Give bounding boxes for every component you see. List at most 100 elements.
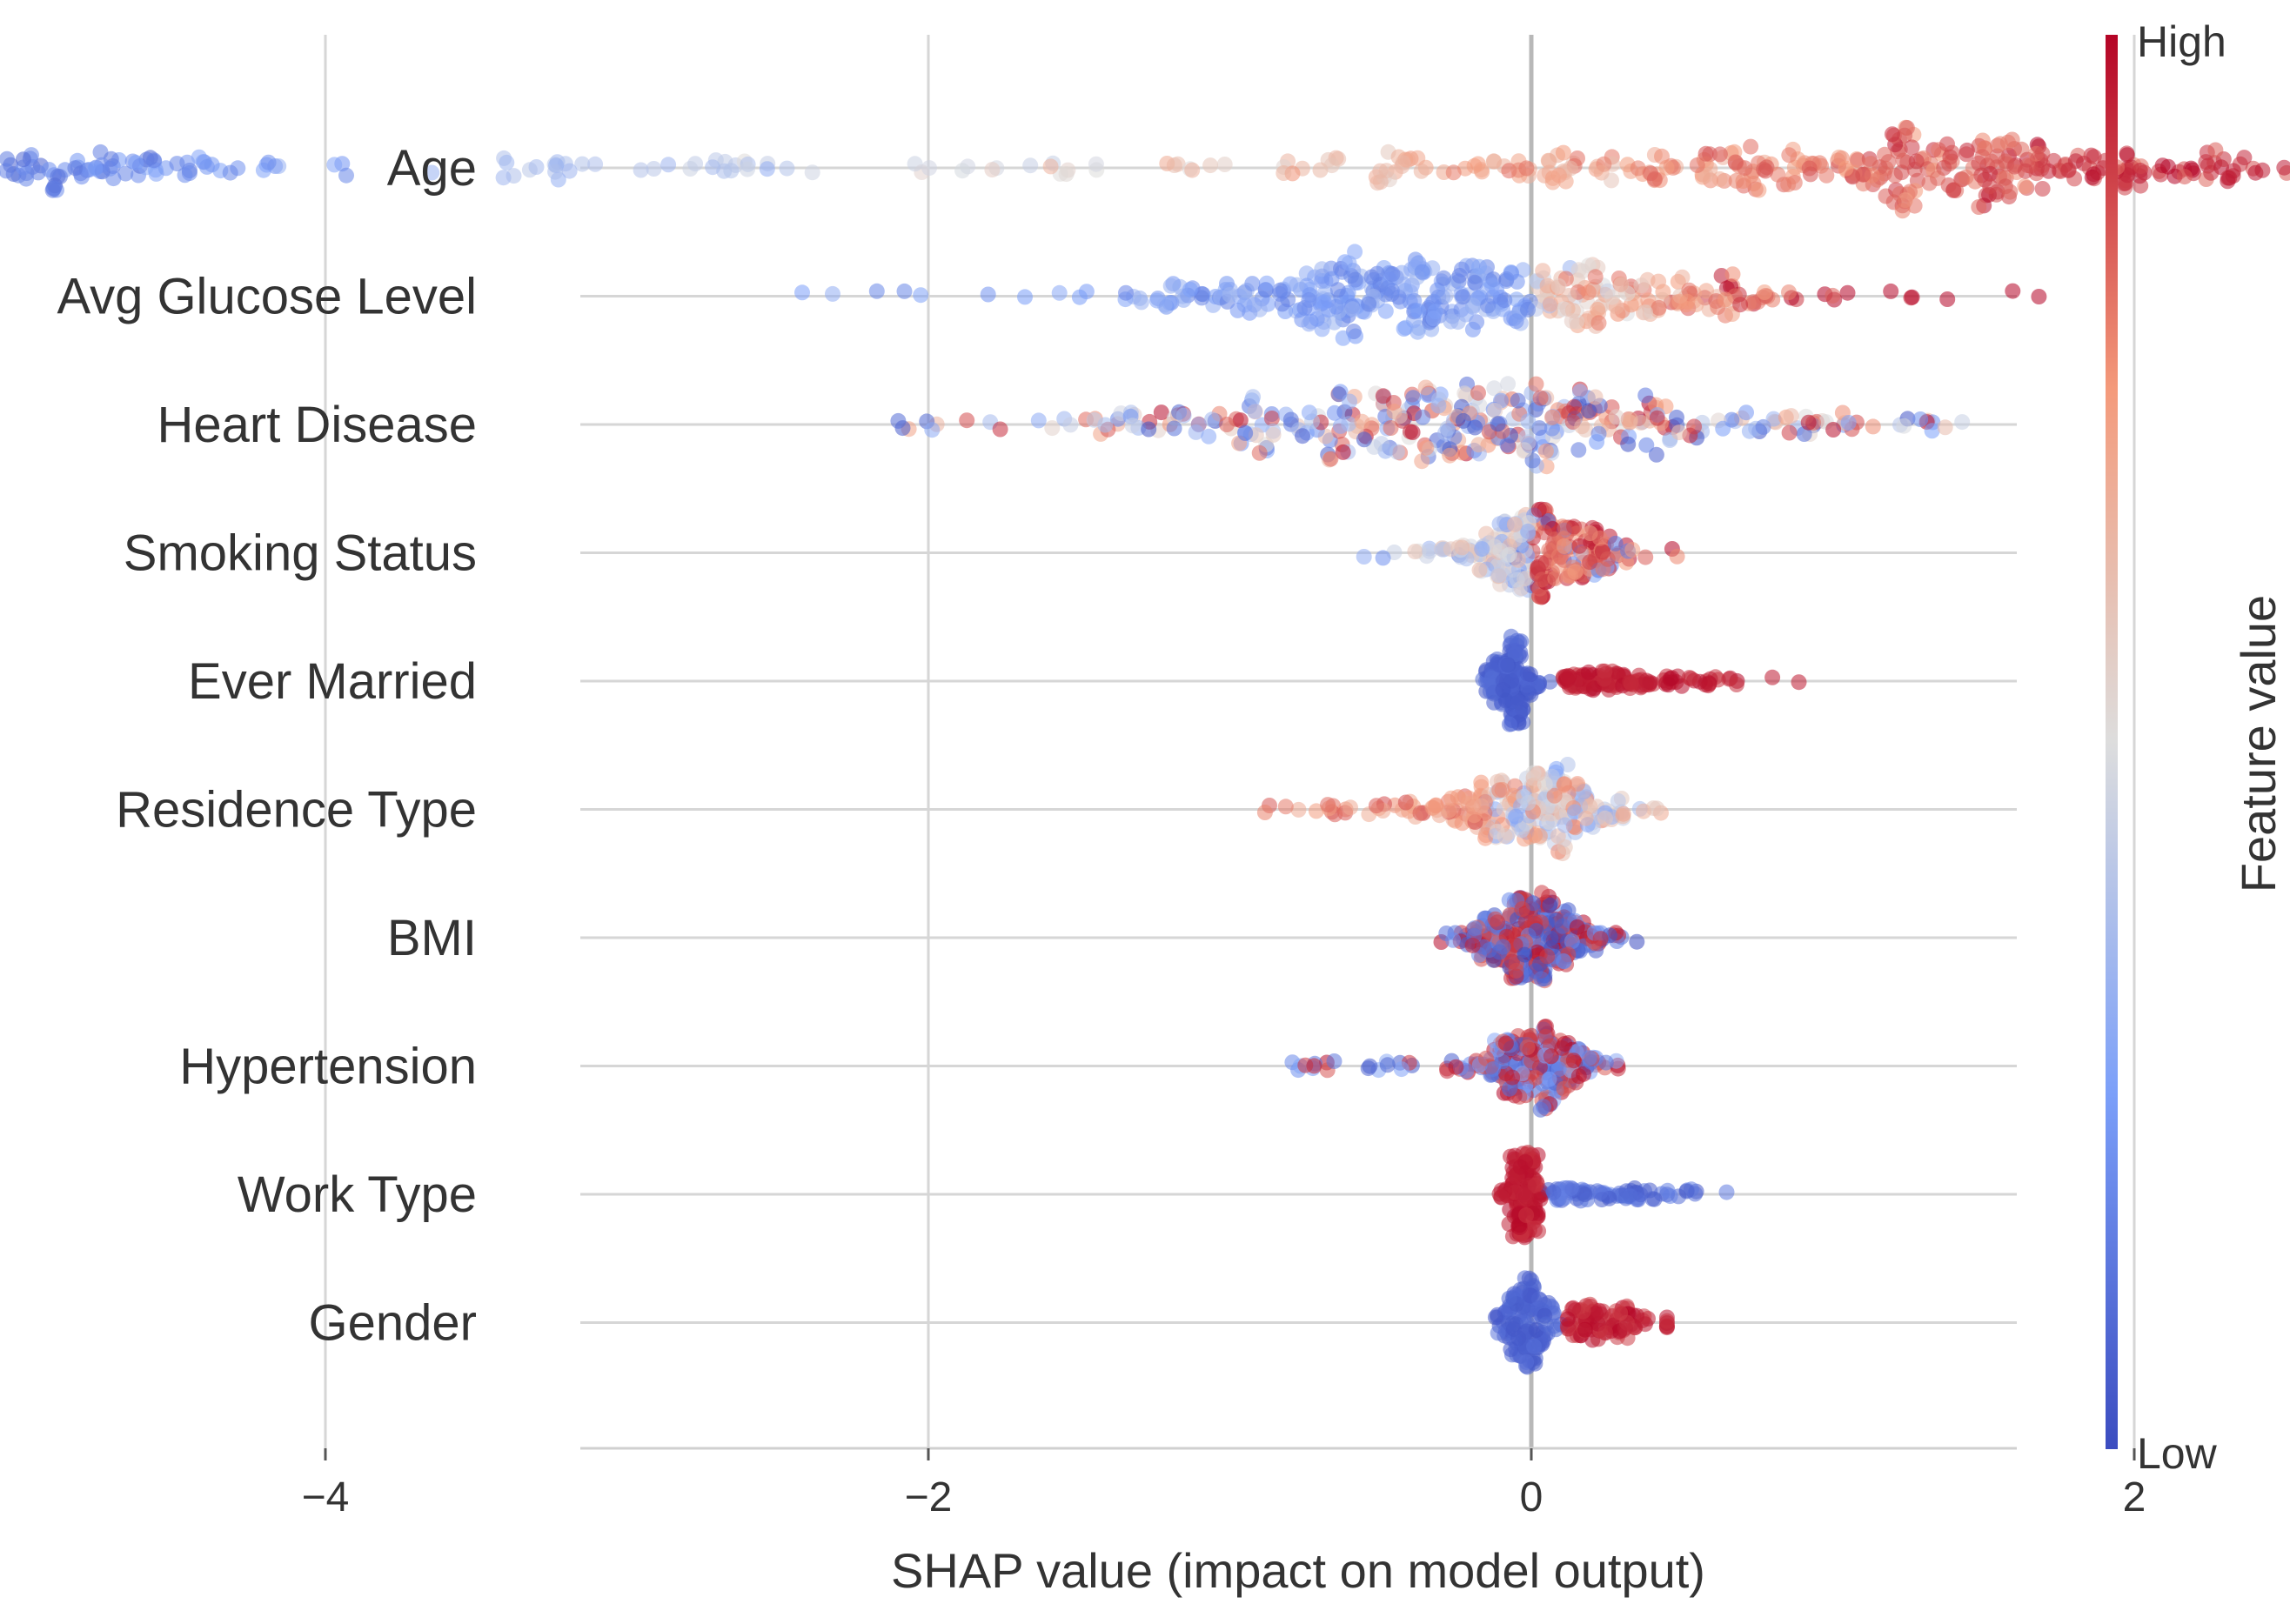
feature-label: Heart Disease — [157, 397, 477, 453]
shap-point — [1323, 157, 1340, 174]
shap-point — [1671, 424, 1687, 441]
shap-point — [1528, 923, 1544, 939]
shap-point — [1555, 144, 1571, 161]
shap-point — [1649, 410, 1665, 426]
shap-point — [1442, 447, 1458, 464]
shap-point — [1088, 156, 1104, 172]
shap-point — [1237, 425, 1254, 441]
shap-point — [1410, 303, 1427, 319]
shap-point — [1391, 408, 1408, 424]
shap-point — [1335, 330, 1351, 346]
shap-point — [1375, 550, 1391, 566]
shap-point — [1182, 282, 1198, 297]
shap-point — [1495, 939, 1511, 955]
shap-point — [1375, 388, 1391, 404]
shap-point — [1636, 803, 1651, 819]
shap-point — [128, 155, 144, 171]
shap-point — [1669, 548, 1685, 565]
shap-point — [1510, 694, 1527, 711]
shap-point — [1118, 284, 1134, 301]
shap-point — [1649, 800, 1665, 817]
shap-point — [2005, 283, 2021, 299]
shap-point — [1715, 420, 1731, 437]
shap-point — [15, 151, 31, 168]
shap-point — [1597, 1325, 1614, 1341]
shap-point — [1499, 437, 1516, 453]
shap-point — [1863, 156, 1879, 172]
shap-point — [1572, 384, 1588, 400]
shap-point — [1427, 304, 1443, 320]
shap-point — [868, 283, 885, 299]
shap-point — [2034, 145, 2051, 162]
shap-point — [1156, 297, 1173, 313]
shap-point — [1201, 428, 1217, 444]
shap-point — [1591, 530, 1608, 546]
shap-point — [1471, 562, 1488, 578]
shap-point — [1277, 799, 1294, 815]
shap-point — [984, 162, 1001, 178]
shap-point — [1500, 376, 1517, 392]
shap-point — [1480, 297, 1497, 314]
shap-point — [1559, 672, 1576, 688]
shap-point — [1662, 671, 1678, 687]
shap-point — [1485, 153, 1502, 170]
shap-point — [1554, 1039, 1570, 1056]
shap-point — [1460, 796, 1476, 812]
shap-point — [1483, 277, 1500, 294]
shap-point — [1612, 1305, 1629, 1321]
shap-point — [1607, 535, 1624, 551]
shap-point — [1765, 411, 1782, 427]
shap-point — [1487, 403, 1503, 418]
shap-point — [87, 160, 104, 177]
shap-point — [1030, 412, 1047, 429]
shap-point — [2225, 163, 2241, 179]
shap-point — [1377, 303, 1394, 319]
shap-point — [1539, 948, 1556, 965]
shap-point — [1992, 136, 2008, 152]
shap-point — [1306, 1058, 1322, 1074]
shap-point — [1711, 146, 1728, 163]
shap-point — [804, 164, 820, 181]
shap-point — [1412, 805, 1429, 821]
shap-point — [1562, 160, 1578, 177]
shap-point — [1141, 421, 1157, 438]
shap-point — [1490, 416, 1506, 432]
shap-point — [1418, 439, 1435, 456]
shap-point — [1533, 555, 1550, 571]
shap-point — [1454, 444, 1470, 461]
shap-point — [1184, 162, 1201, 178]
shap-point — [1497, 1035, 1514, 1052]
shap-point — [1326, 404, 1343, 421]
shap-point — [1445, 932, 1462, 948]
shap-point — [1791, 674, 1807, 691]
shap-point — [1629, 933, 1645, 950]
shap-point — [1383, 420, 1399, 436]
shap-point — [1971, 199, 1987, 215]
shap-point — [2207, 142, 2224, 158]
shap-point — [1825, 422, 1842, 438]
shap-point — [222, 164, 238, 181]
shap-point — [1530, 502, 1547, 518]
shap-point — [759, 161, 775, 177]
shap-point — [1222, 287, 1238, 303]
shap-point — [1637, 387, 1654, 404]
shap-point — [1550, 277, 1567, 294]
shap-point — [1194, 290, 1210, 306]
shap-point — [1547, 571, 1563, 586]
shap-point — [1939, 291, 1956, 307]
shap-point — [1188, 424, 1204, 440]
shap-point — [1466, 920, 1483, 937]
shap-point — [1518, 1353, 1535, 1370]
shap-point — [1780, 177, 1797, 193]
shap-point — [50, 168, 66, 184]
grid-lines — [324, 35, 2136, 1448]
shap-point — [1589, 434, 1605, 451]
shap-point — [1563, 933, 1580, 950]
shap-point — [1517, 946, 1533, 963]
shap-point — [1521, 1270, 1537, 1287]
shap-point — [2060, 162, 2076, 178]
shap-point — [992, 421, 1008, 438]
shap-point — [1497, 292, 1513, 309]
shap-point — [117, 165, 134, 182]
shap-point — [1437, 424, 1453, 441]
